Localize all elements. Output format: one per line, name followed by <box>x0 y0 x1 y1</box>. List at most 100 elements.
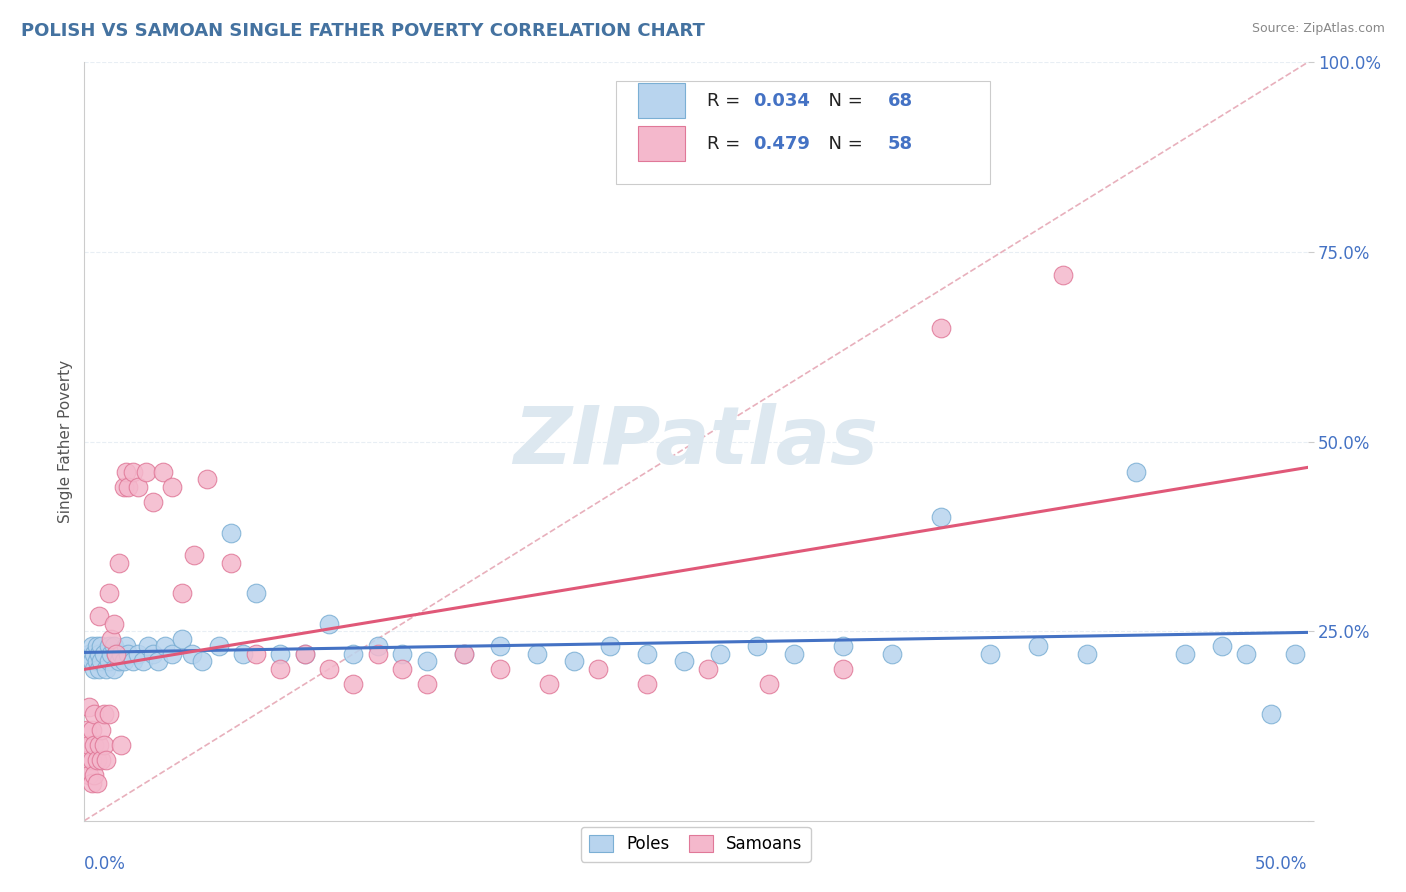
Point <box>880 647 903 661</box>
Point <box>80 753 103 767</box>
Point <box>103 639 125 653</box>
Point <box>219 525 242 540</box>
Point <box>172 632 194 646</box>
Text: 50.0%: 50.0% <box>1256 855 1308 872</box>
Point <box>342 677 364 691</box>
Point <box>93 647 115 661</box>
Point <box>318 662 340 676</box>
FancyBboxPatch shape <box>638 127 685 161</box>
Point <box>599 639 621 653</box>
Point <box>697 662 720 676</box>
Point <box>97 639 120 653</box>
Point <box>77 699 100 714</box>
Point <box>86 776 108 790</box>
Point <box>146 655 169 669</box>
Point <box>367 647 389 661</box>
Point <box>1052 268 1074 282</box>
Point <box>115 465 138 479</box>
Point <box>80 655 103 669</box>
Point <box>87 608 110 623</box>
Point <box>87 738 110 752</box>
Point <box>83 738 105 752</box>
Point <box>90 639 112 653</box>
Point <box>90 723 112 737</box>
Point <box>1211 639 1233 653</box>
Point <box>96 662 118 676</box>
Point <box>1076 647 1098 661</box>
Point <box>77 768 100 782</box>
Point <box>586 662 609 676</box>
Point <box>100 632 122 646</box>
Point <box>153 639 176 653</box>
Text: 68: 68 <box>889 92 912 110</box>
Point <box>87 647 110 661</box>
Point <box>115 639 138 653</box>
Point <box>105 647 128 661</box>
Point <box>1125 465 1147 479</box>
Point <box>80 639 103 653</box>
Point <box>783 647 806 661</box>
Point <box>86 639 108 653</box>
Point <box>100 647 122 661</box>
Point <box>80 776 103 790</box>
Point <box>83 707 105 722</box>
Point <box>191 655 214 669</box>
Point <box>342 647 364 661</box>
Point <box>135 465 157 479</box>
Point <box>183 548 205 563</box>
Point <box>105 647 128 661</box>
Point <box>110 647 132 661</box>
Text: 0.034: 0.034 <box>754 92 810 110</box>
Point <box>929 510 952 524</box>
Point <box>195 473 218 487</box>
Point <box>318 616 340 631</box>
Point <box>76 723 98 737</box>
Point <box>245 647 267 661</box>
Point <box>122 655 145 669</box>
Point <box>269 662 291 676</box>
Point <box>172 586 194 600</box>
Point <box>93 738 115 752</box>
Text: POLISH VS SAMOAN SINGLE FATHER POVERTY CORRELATION CHART: POLISH VS SAMOAN SINGLE FATHER POVERTY C… <box>21 22 704 40</box>
Point <box>526 647 548 661</box>
Point <box>107 556 129 570</box>
Point <box>245 586 267 600</box>
Text: N =: N = <box>817 92 869 110</box>
Text: Source: ZipAtlas.com: Source: ZipAtlas.com <box>1251 22 1385 36</box>
Point <box>538 677 561 691</box>
Point <box>127 647 149 661</box>
Point <box>391 662 413 676</box>
Point <box>489 639 512 653</box>
Point <box>831 662 853 676</box>
Point <box>97 586 120 600</box>
Point <box>1174 647 1197 661</box>
Point <box>76 753 98 767</box>
Point <box>83 662 105 676</box>
Point <box>110 738 132 752</box>
Point <box>127 480 149 494</box>
Point <box>453 647 475 661</box>
Point <box>416 655 439 669</box>
Point <box>136 639 159 653</box>
FancyBboxPatch shape <box>616 81 990 184</box>
Point <box>391 647 413 661</box>
Text: ZIPatlas: ZIPatlas <box>513 402 879 481</box>
Point <box>142 647 165 661</box>
Point <box>709 647 731 661</box>
Point <box>122 465 145 479</box>
Point <box>90 753 112 767</box>
Point <box>87 662 110 676</box>
Text: R =: R = <box>707 135 747 153</box>
Point <box>929 320 952 334</box>
Point <box>152 465 174 479</box>
Point <box>97 707 120 722</box>
Point <box>747 639 769 653</box>
Point <box>142 495 165 509</box>
Point <box>636 647 658 661</box>
Point <box>117 480 139 494</box>
Point <box>107 655 129 669</box>
Point <box>112 480 135 494</box>
Text: 0.479: 0.479 <box>754 135 810 153</box>
Point <box>77 738 100 752</box>
Point <box>1236 647 1258 661</box>
